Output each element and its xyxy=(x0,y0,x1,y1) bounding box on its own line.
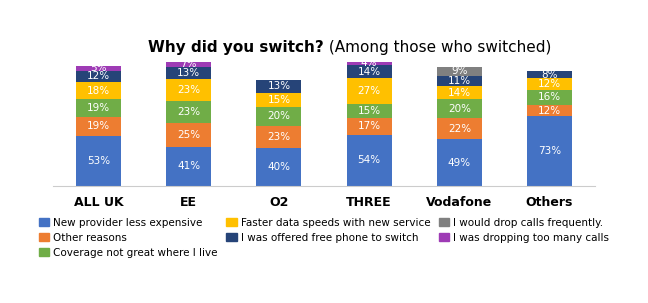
Text: 53%: 53% xyxy=(87,156,110,166)
Text: 13%: 13% xyxy=(177,68,200,78)
Text: 15%: 15% xyxy=(358,106,380,116)
Text: 11%: 11% xyxy=(448,76,471,86)
Bar xyxy=(347,104,391,118)
Text: Why did you switch?: Why did you switch? xyxy=(148,40,324,55)
Bar xyxy=(257,93,301,107)
Legend: New provider less expensive, Other reasons, Coverage not great where I live, Fas: New provider less expensive, Other reaso… xyxy=(34,214,614,262)
Text: 14%: 14% xyxy=(358,67,380,77)
Bar xyxy=(76,118,121,135)
Bar xyxy=(527,90,572,105)
Bar xyxy=(166,123,211,147)
Text: 18%: 18% xyxy=(87,86,110,96)
Text: 20%: 20% xyxy=(448,104,471,114)
Bar xyxy=(527,71,572,78)
Text: (Among those who switched): (Among those who switched) xyxy=(324,40,551,55)
Bar xyxy=(437,139,482,186)
Bar xyxy=(257,126,301,148)
Bar xyxy=(166,101,211,123)
Text: 12%: 12% xyxy=(87,72,110,82)
Bar xyxy=(437,118,482,139)
Text: 9%: 9% xyxy=(451,66,468,76)
Bar xyxy=(437,75,482,86)
Text: 41%: 41% xyxy=(177,161,200,171)
Text: 25%: 25% xyxy=(177,130,200,140)
Bar xyxy=(166,60,211,67)
Bar xyxy=(347,61,391,65)
Bar xyxy=(347,118,391,135)
Text: 12%: 12% xyxy=(538,106,561,116)
Text: 12%: 12% xyxy=(538,79,561,89)
Bar xyxy=(76,99,121,118)
Bar xyxy=(527,105,572,116)
Text: 27%: 27% xyxy=(358,86,380,96)
Text: 49%: 49% xyxy=(448,158,471,168)
Text: 23%: 23% xyxy=(268,132,290,142)
Bar xyxy=(437,99,482,118)
Bar xyxy=(76,66,121,71)
Text: 73%: 73% xyxy=(538,146,561,156)
Text: 19%: 19% xyxy=(87,122,110,132)
Text: 15%: 15% xyxy=(268,95,290,105)
Bar xyxy=(437,86,482,99)
Bar xyxy=(76,135,121,186)
Text: 54%: 54% xyxy=(358,155,380,165)
Text: 22%: 22% xyxy=(448,124,471,134)
Bar xyxy=(347,65,391,78)
Bar xyxy=(257,107,301,126)
Bar xyxy=(166,67,211,79)
Bar xyxy=(347,135,391,186)
Bar xyxy=(166,79,211,101)
Bar xyxy=(257,80,301,93)
Text: 8%: 8% xyxy=(541,70,558,80)
Bar xyxy=(76,82,121,99)
Text: 14%: 14% xyxy=(448,88,471,98)
Bar xyxy=(527,116,572,186)
Bar xyxy=(437,67,482,75)
Text: 19%: 19% xyxy=(87,103,110,113)
Text: 13%: 13% xyxy=(268,82,290,92)
Text: 23%: 23% xyxy=(177,85,200,95)
Text: 4%: 4% xyxy=(361,58,377,68)
Bar xyxy=(166,147,211,186)
Text: 23%: 23% xyxy=(177,107,200,117)
Text: 20%: 20% xyxy=(268,112,290,122)
Text: 16%: 16% xyxy=(538,92,561,102)
Text: 7%: 7% xyxy=(180,58,197,68)
Bar xyxy=(527,78,572,90)
Bar xyxy=(347,78,391,104)
Text: 5%: 5% xyxy=(90,63,107,73)
Text: 17%: 17% xyxy=(358,122,380,132)
Text: 40%: 40% xyxy=(268,162,290,172)
Bar xyxy=(76,71,121,82)
Bar xyxy=(257,148,301,186)
